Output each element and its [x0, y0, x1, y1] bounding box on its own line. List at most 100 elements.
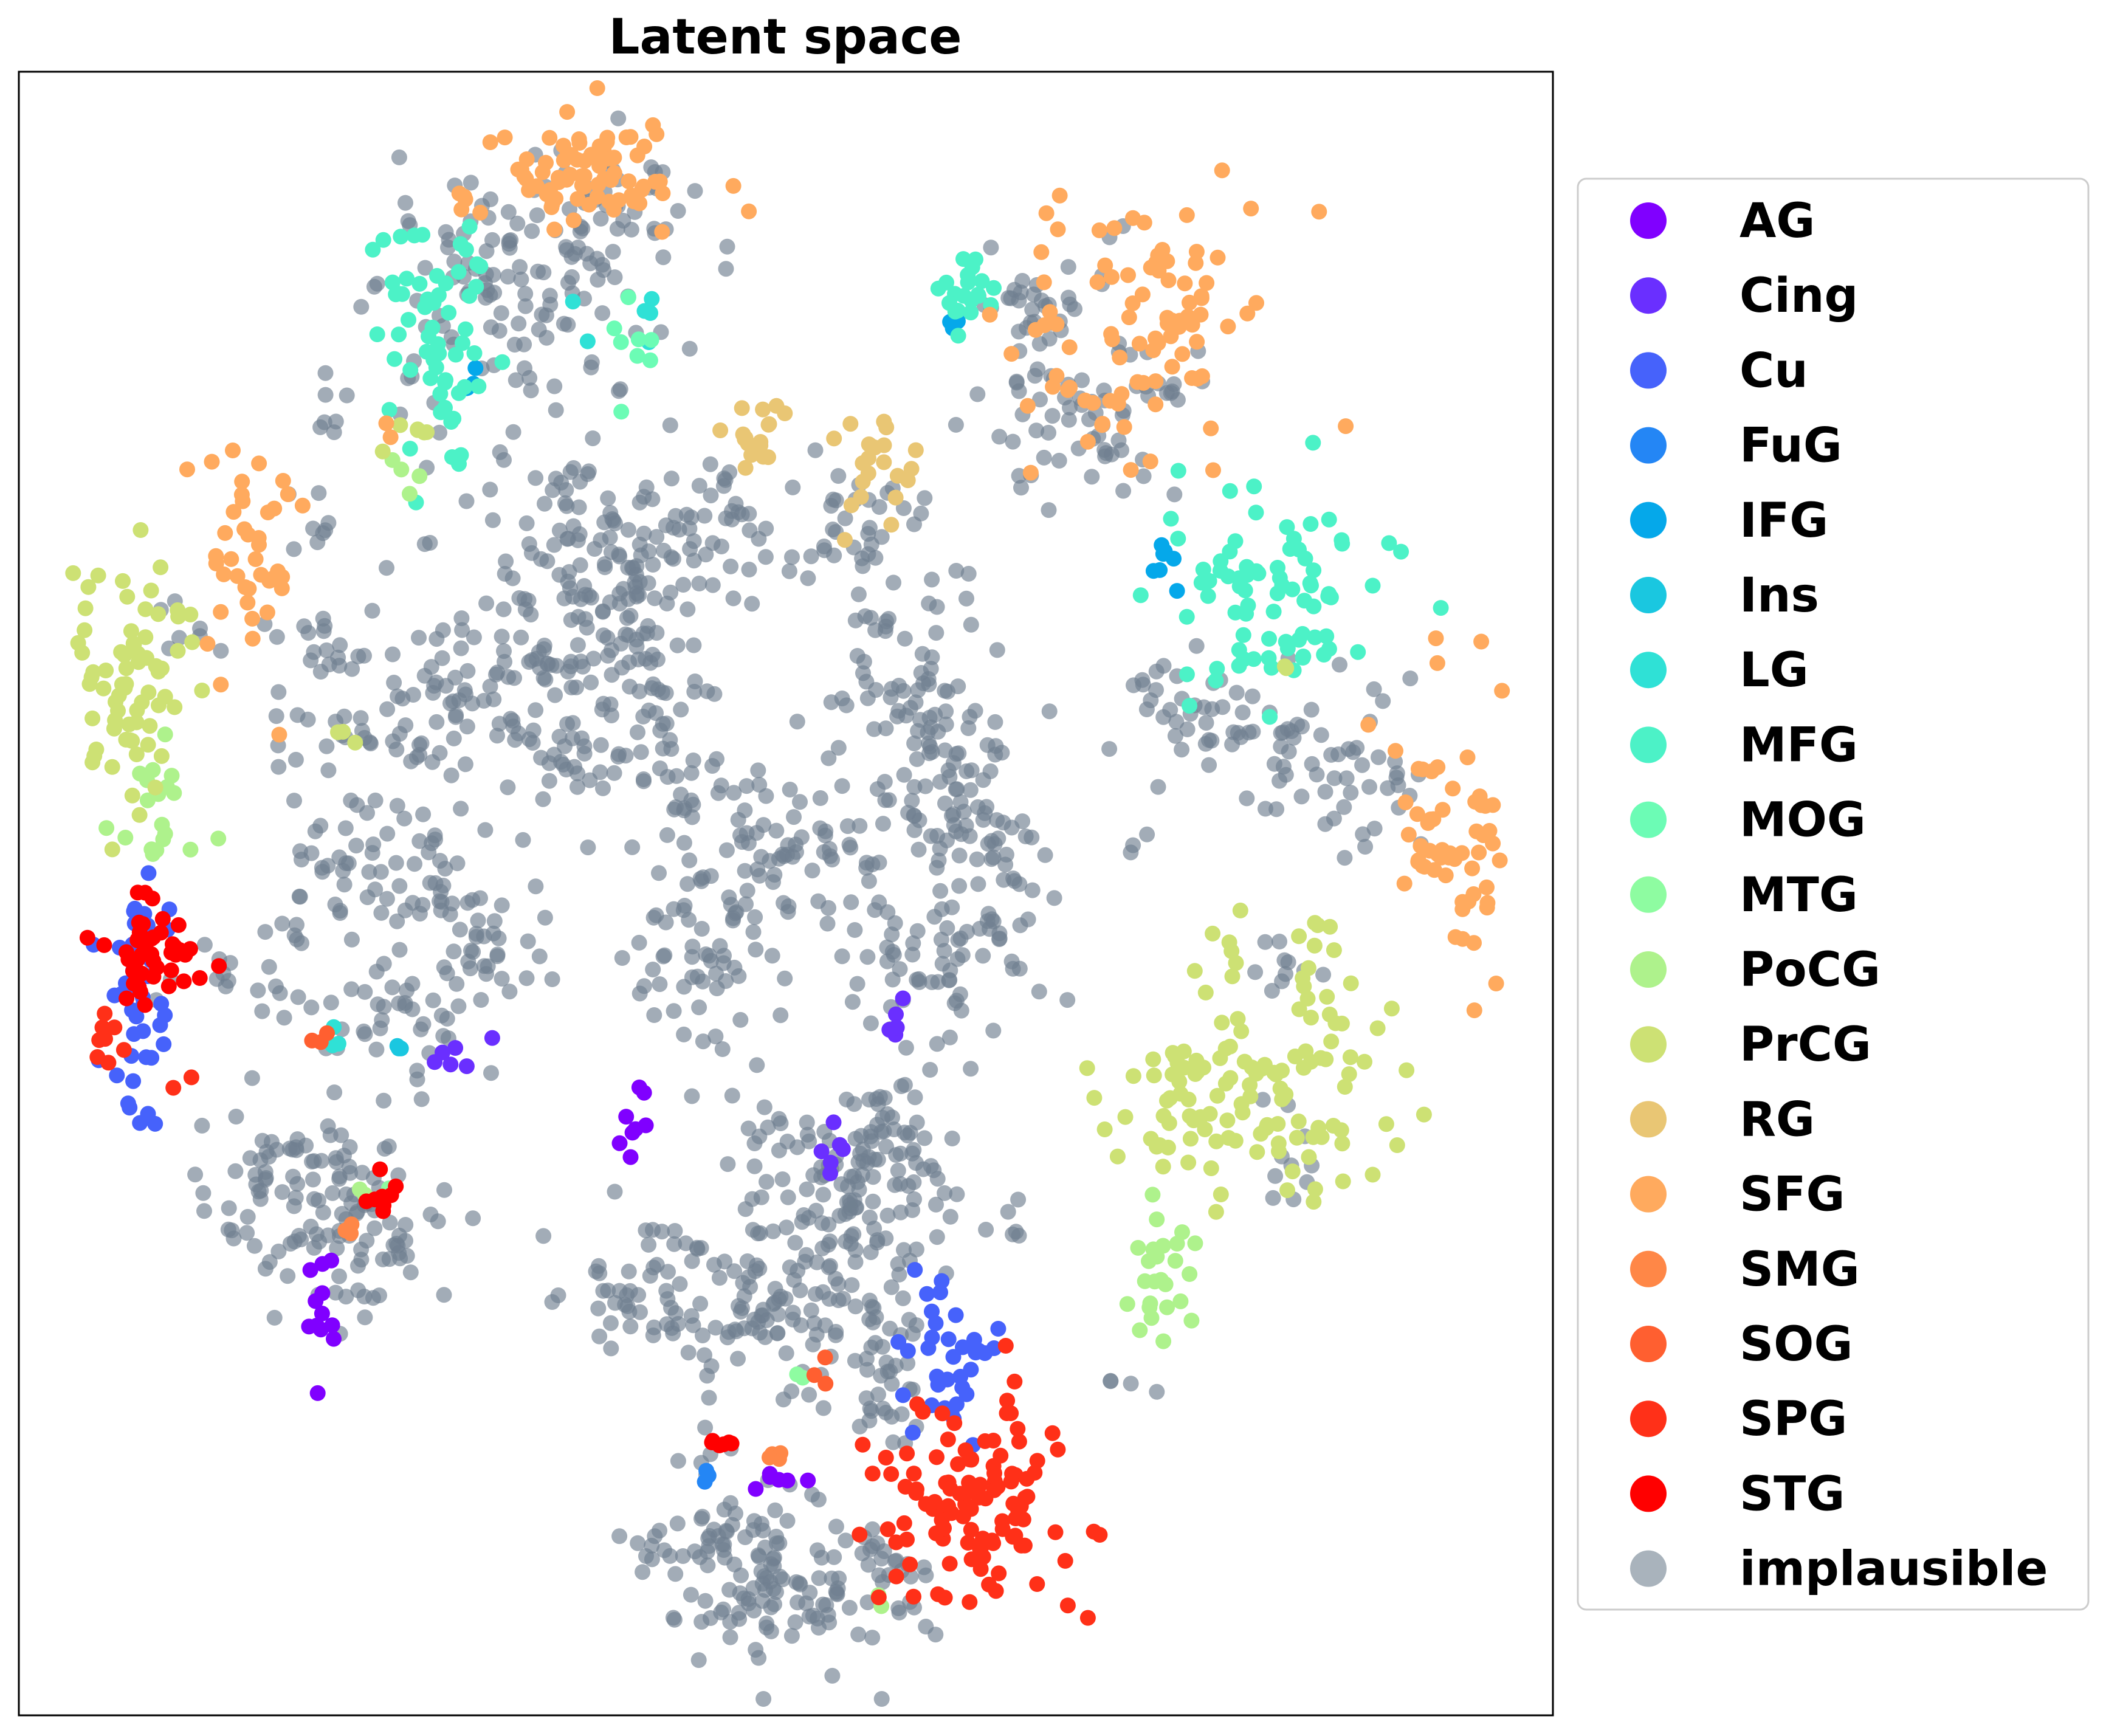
point-mfg: [1170, 463, 1186, 479]
legend-label: LG: [1740, 643, 1809, 698]
legend-item-fug: FuG: [1630, 419, 1842, 474]
point-implausible: [463, 174, 479, 191]
point-implausible: [603, 1340, 619, 1357]
point-implausible: [532, 660, 548, 676]
point-spg: [106, 1019, 123, 1036]
point-implausible: [435, 622, 451, 638]
point-sfg: [1396, 875, 1413, 892]
point-implausible: [303, 845, 320, 861]
point-prcg: [1256, 1056, 1273, 1073]
point-implausible: [928, 625, 945, 641]
point-implausible: [619, 610, 635, 626]
point-implausible: [752, 1324, 768, 1341]
point-sfg: [1338, 418, 1354, 435]
point-spg: [929, 1449, 945, 1466]
point-prcg: [1287, 1049, 1303, 1064]
point-implausible: [1317, 816, 1333, 832]
point-implausible: [563, 612, 579, 628]
point-prcg: [142, 718, 158, 734]
point-implausible: [523, 607, 539, 623]
point-implausible: [787, 1235, 804, 1251]
point-implausible: [1164, 383, 1180, 399]
point-implausible: [443, 767, 459, 784]
point-implausible: [287, 751, 304, 768]
point-pocg: [1187, 1235, 1203, 1252]
point-mfg: [393, 229, 409, 245]
point-implausible: [1138, 701, 1155, 717]
legend-box: [1577, 177, 2090, 1611]
point-prcg: [1197, 984, 1214, 1001]
point-sfg: [534, 164, 551, 181]
point-mfg: [1209, 661, 1225, 677]
point-spg: [902, 1556, 918, 1572]
point-cing: [447, 1040, 464, 1056]
point-implausible: [289, 1176, 306, 1192]
point-implausible: [863, 1339, 879, 1355]
point-implausible: [915, 1161, 932, 1177]
legend-item-ins: Ins: [1630, 568, 1819, 623]
point-implausible: [551, 729, 568, 745]
point-implausible: [1375, 693, 1391, 709]
point-implausible: [328, 1284, 344, 1301]
point-implausible: [270, 684, 287, 700]
point-implausible: [437, 861, 453, 877]
point-implausible: [737, 1529, 753, 1545]
point-cing: [825, 1114, 842, 1131]
point-implausible: [331, 1171, 348, 1187]
point-implausible: [544, 971, 560, 987]
point-implausible: [906, 735, 923, 751]
point-ins: [391, 1040, 407, 1056]
point-implausible: [718, 973, 734, 989]
point-implausible: [1293, 788, 1310, 805]
point-implausible: [675, 1548, 691, 1564]
point-prcg: [111, 687, 127, 704]
point-mfg: [1208, 672, 1224, 689]
point-implausible: [1337, 850, 1353, 866]
point-implausible: [385, 1237, 402, 1253]
point-ag: [638, 1117, 654, 1134]
point-implausible: [991, 931, 1007, 948]
point-implausible: [391, 149, 407, 165]
point-stg: [176, 973, 192, 990]
point-implausible: [896, 766, 912, 783]
point-prcg: [157, 689, 173, 705]
point-implausible: [458, 493, 475, 509]
point-implausible: [1024, 882, 1041, 898]
point-implausible: [1013, 480, 1029, 496]
point-implausible: [907, 1089, 923, 1106]
point-implausible: [739, 883, 755, 899]
point-implausible: [411, 737, 427, 753]
point-prcg: [1299, 990, 1316, 1007]
point-implausible: [595, 695, 611, 712]
point-implausible: [590, 272, 606, 288]
point-implausible: [225, 1230, 242, 1247]
point-implausible: [852, 818, 868, 834]
point-sfg: [1411, 760, 1426, 777]
point-sog: [817, 1349, 833, 1366]
point-stg: [144, 890, 160, 907]
point-implausible: [733, 1567, 749, 1583]
point-spg: [986, 1465, 1002, 1481]
point-rg: [737, 460, 754, 476]
point-implausible: [577, 611, 594, 627]
point-implausible: [667, 508, 684, 524]
point-sfg: [645, 117, 661, 133]
point-implausible: [492, 444, 508, 460]
point-implausible: [833, 1176, 850, 1193]
point-implausible: [837, 510, 853, 526]
point-implausible: [432, 745, 448, 761]
point-implausible: [630, 1535, 646, 1551]
point-spg: [936, 1520, 952, 1537]
point-implausible: [438, 678, 454, 694]
point-prcg: [1208, 1133, 1225, 1149]
point-cu: [147, 1115, 163, 1132]
point-sfg: [574, 168, 590, 184]
point-implausible: [320, 1227, 336, 1244]
point-implausible: [890, 1600, 907, 1616]
point-implausible: [844, 1277, 860, 1293]
point-implausible: [500, 779, 516, 796]
point-implausible: [746, 1158, 763, 1174]
point-implausible: [655, 948, 672, 965]
point-implausible: [376, 1092, 392, 1109]
legend-label: SMG: [1740, 1242, 1860, 1297]
